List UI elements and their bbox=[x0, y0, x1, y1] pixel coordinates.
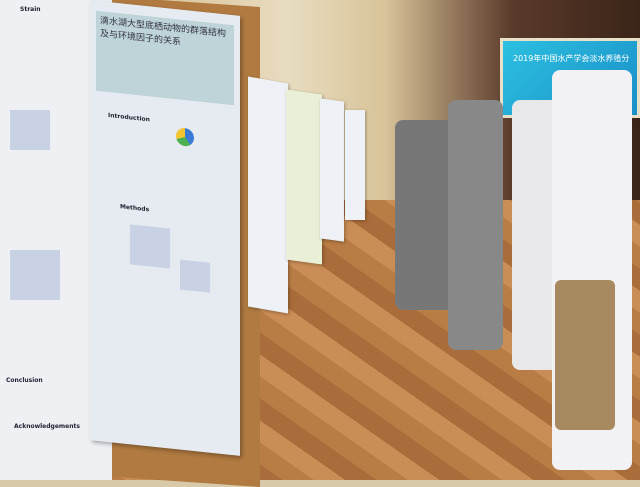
person bbox=[395, 120, 455, 310]
poster bbox=[286, 89, 322, 265]
poster bbox=[248, 76, 288, 314]
map-figure bbox=[130, 224, 170, 269]
section-heading: Acknowledgements bbox=[14, 423, 80, 430]
section-heading: Introduction bbox=[108, 112, 150, 124]
section-heading: Methods bbox=[120, 203, 150, 214]
poster bbox=[320, 98, 344, 242]
pie-chart-figure bbox=[176, 127, 194, 148]
person-trousers bbox=[555, 280, 615, 430]
screen-title: 2019年中国水产学会淡水养殖分 bbox=[513, 54, 630, 63]
poster-left-header: Strain bbox=[20, 6, 41, 13]
poster bbox=[345, 110, 365, 220]
poster-title: 滴水湖大型底栖动物的群落结构及与环境因子的关系 bbox=[96, 10, 234, 106]
poster-main: 滴水湖大型底栖动物的群落结构及与环境因子的关系 Introduction Met… bbox=[90, 0, 240, 456]
chart-figure bbox=[180, 259, 210, 293]
section-heading: Conclusion bbox=[6, 377, 43, 384]
bar-chart-figure bbox=[10, 250, 60, 300]
bar-chart-figure bbox=[10, 110, 50, 150]
person bbox=[448, 100, 503, 350]
